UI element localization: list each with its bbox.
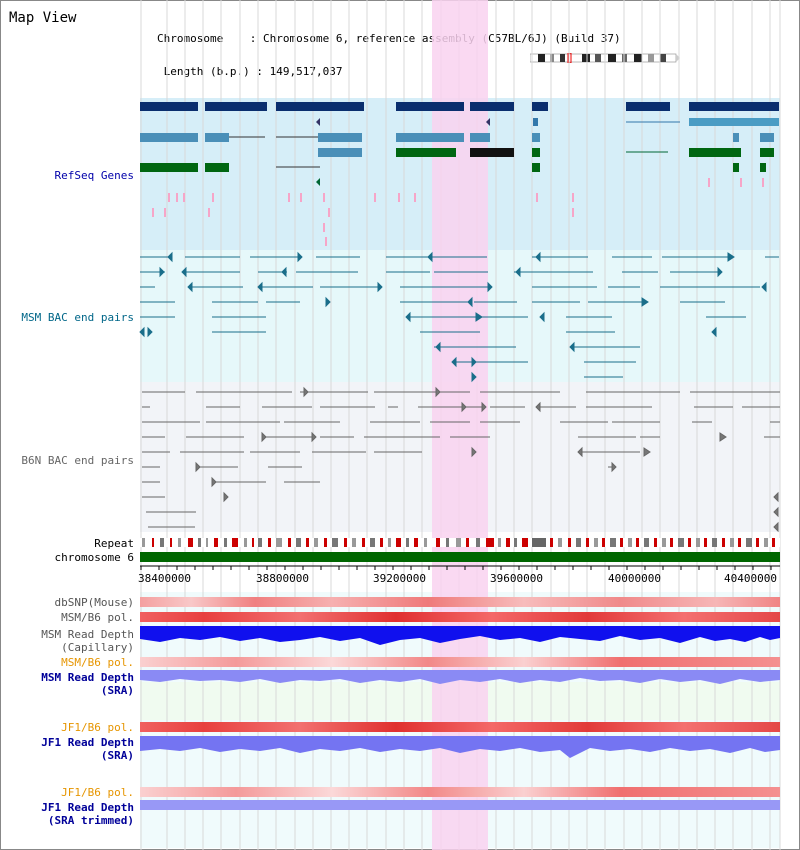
msm-bac-label[interactable]: MSM BAC end pairs	[21, 311, 134, 324]
b6n-bac-label[interactable]: B6N BAC end pairs	[21, 454, 134, 467]
msm-read-depth-sub-label: (Capillary)	[61, 641, 134, 654]
chromosome-label: chromosome 6	[54, 551, 134, 564]
msm-sra-label: MSM Read Depth	[41, 671, 134, 684]
msm-b6-pol-label: MSM/B6 pol.	[61, 611, 134, 624]
axis-tick-2: 38800000	[256, 572, 309, 585]
info-panel: Chromosome : Chromosome 6, reference ass…	[150, 32, 621, 144]
chromosome-ideogram[interactable]	[530, 53, 680, 63]
chromosome-key: Chromosome	[157, 32, 224, 45]
jf1-read-depth-sub-label: (SRA)	[100, 749, 134, 762]
jf1-read-depth-label: JF1 Read Depth	[41, 736, 134, 749]
show-key: Show (b.p.)	[170, 98, 244, 111]
dbsnp-label: dbSNP(Mouse)	[54, 596, 134, 609]
page-title: Map View	[9, 10, 77, 26]
repeat-label: Repeat	[94, 537, 134, 550]
jf1-read-depth-2-label: JF1 Read Depth	[41, 801, 134, 814]
axis-tick-3: 39200000	[373, 572, 426, 585]
refseq-genes-label[interactable]: RefSeq Genes	[54, 169, 134, 182]
axis-tick-1: 38400000	[138, 572, 191, 585]
length-value: 149,517,037	[269, 65, 343, 78]
jf1-b6-pol-label: JF1/B6 pol.	[61, 721, 134, 734]
axis-tick-5: 40000000	[608, 572, 661, 585]
msm-sra-sub-label: (SRA)	[100, 684, 134, 697]
jf1-b6-pol-2-label: JF1/B6 pol.	[61, 786, 134, 799]
axis-tick-6: 40400000	[724, 572, 777, 585]
length-key: Length (b.p.)	[163, 65, 250, 78]
msm-read-depth-label: MSM Read Depth	[41, 628, 134, 641]
read-key: Read coverage check span	[150, 131, 309, 144]
msm-b6-pol-2-label: MSM/B6 pol.	[61, 656, 134, 669]
axis-tick-4: 39600000	[490, 572, 543, 585]
read-value: 10,000	[328, 131, 369, 144]
jf1-read-depth-2-sub-label: (SRA trimmed)	[47, 814, 134, 827]
show-value: 38,399,603-40,585,200 : 2,185,398 bp	[262, 98, 502, 111]
chromosome-value: Chromosome 6, reference assembly (C57BL/…	[262, 32, 621, 45]
